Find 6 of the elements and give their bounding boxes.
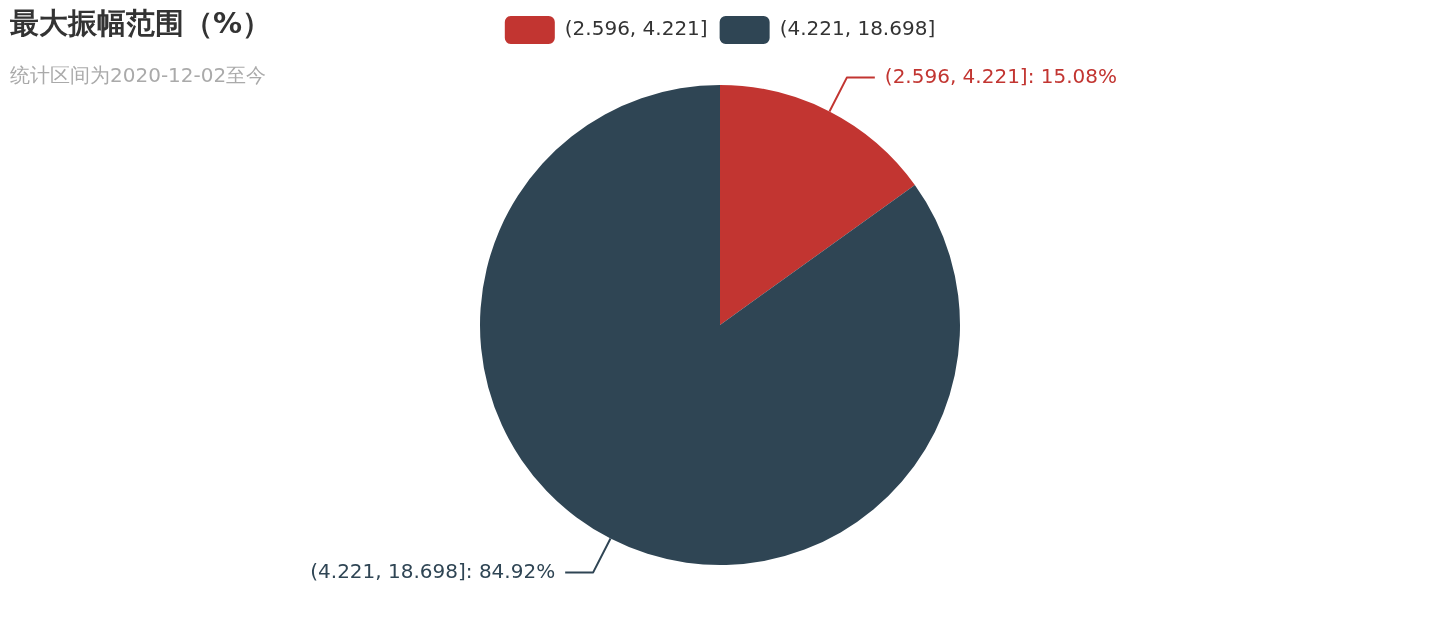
text: 统计区间为2020-12-02至今 bbox=[10, 62, 267, 89]
data-label: (4.221, 18.698]: 84.92% bbox=[310, 558, 556, 583]
legend-label: (2.596, 4.221] bbox=[564, 16, 708, 41]
data-label: (2.596, 4.221]: 15.08% bbox=[884, 63, 1118, 88]
chart-title: 最大振幅范围（%） bbox=[10, 5, 272, 42]
legend-label: (4.221, 18.698] bbox=[779, 16, 936, 41]
